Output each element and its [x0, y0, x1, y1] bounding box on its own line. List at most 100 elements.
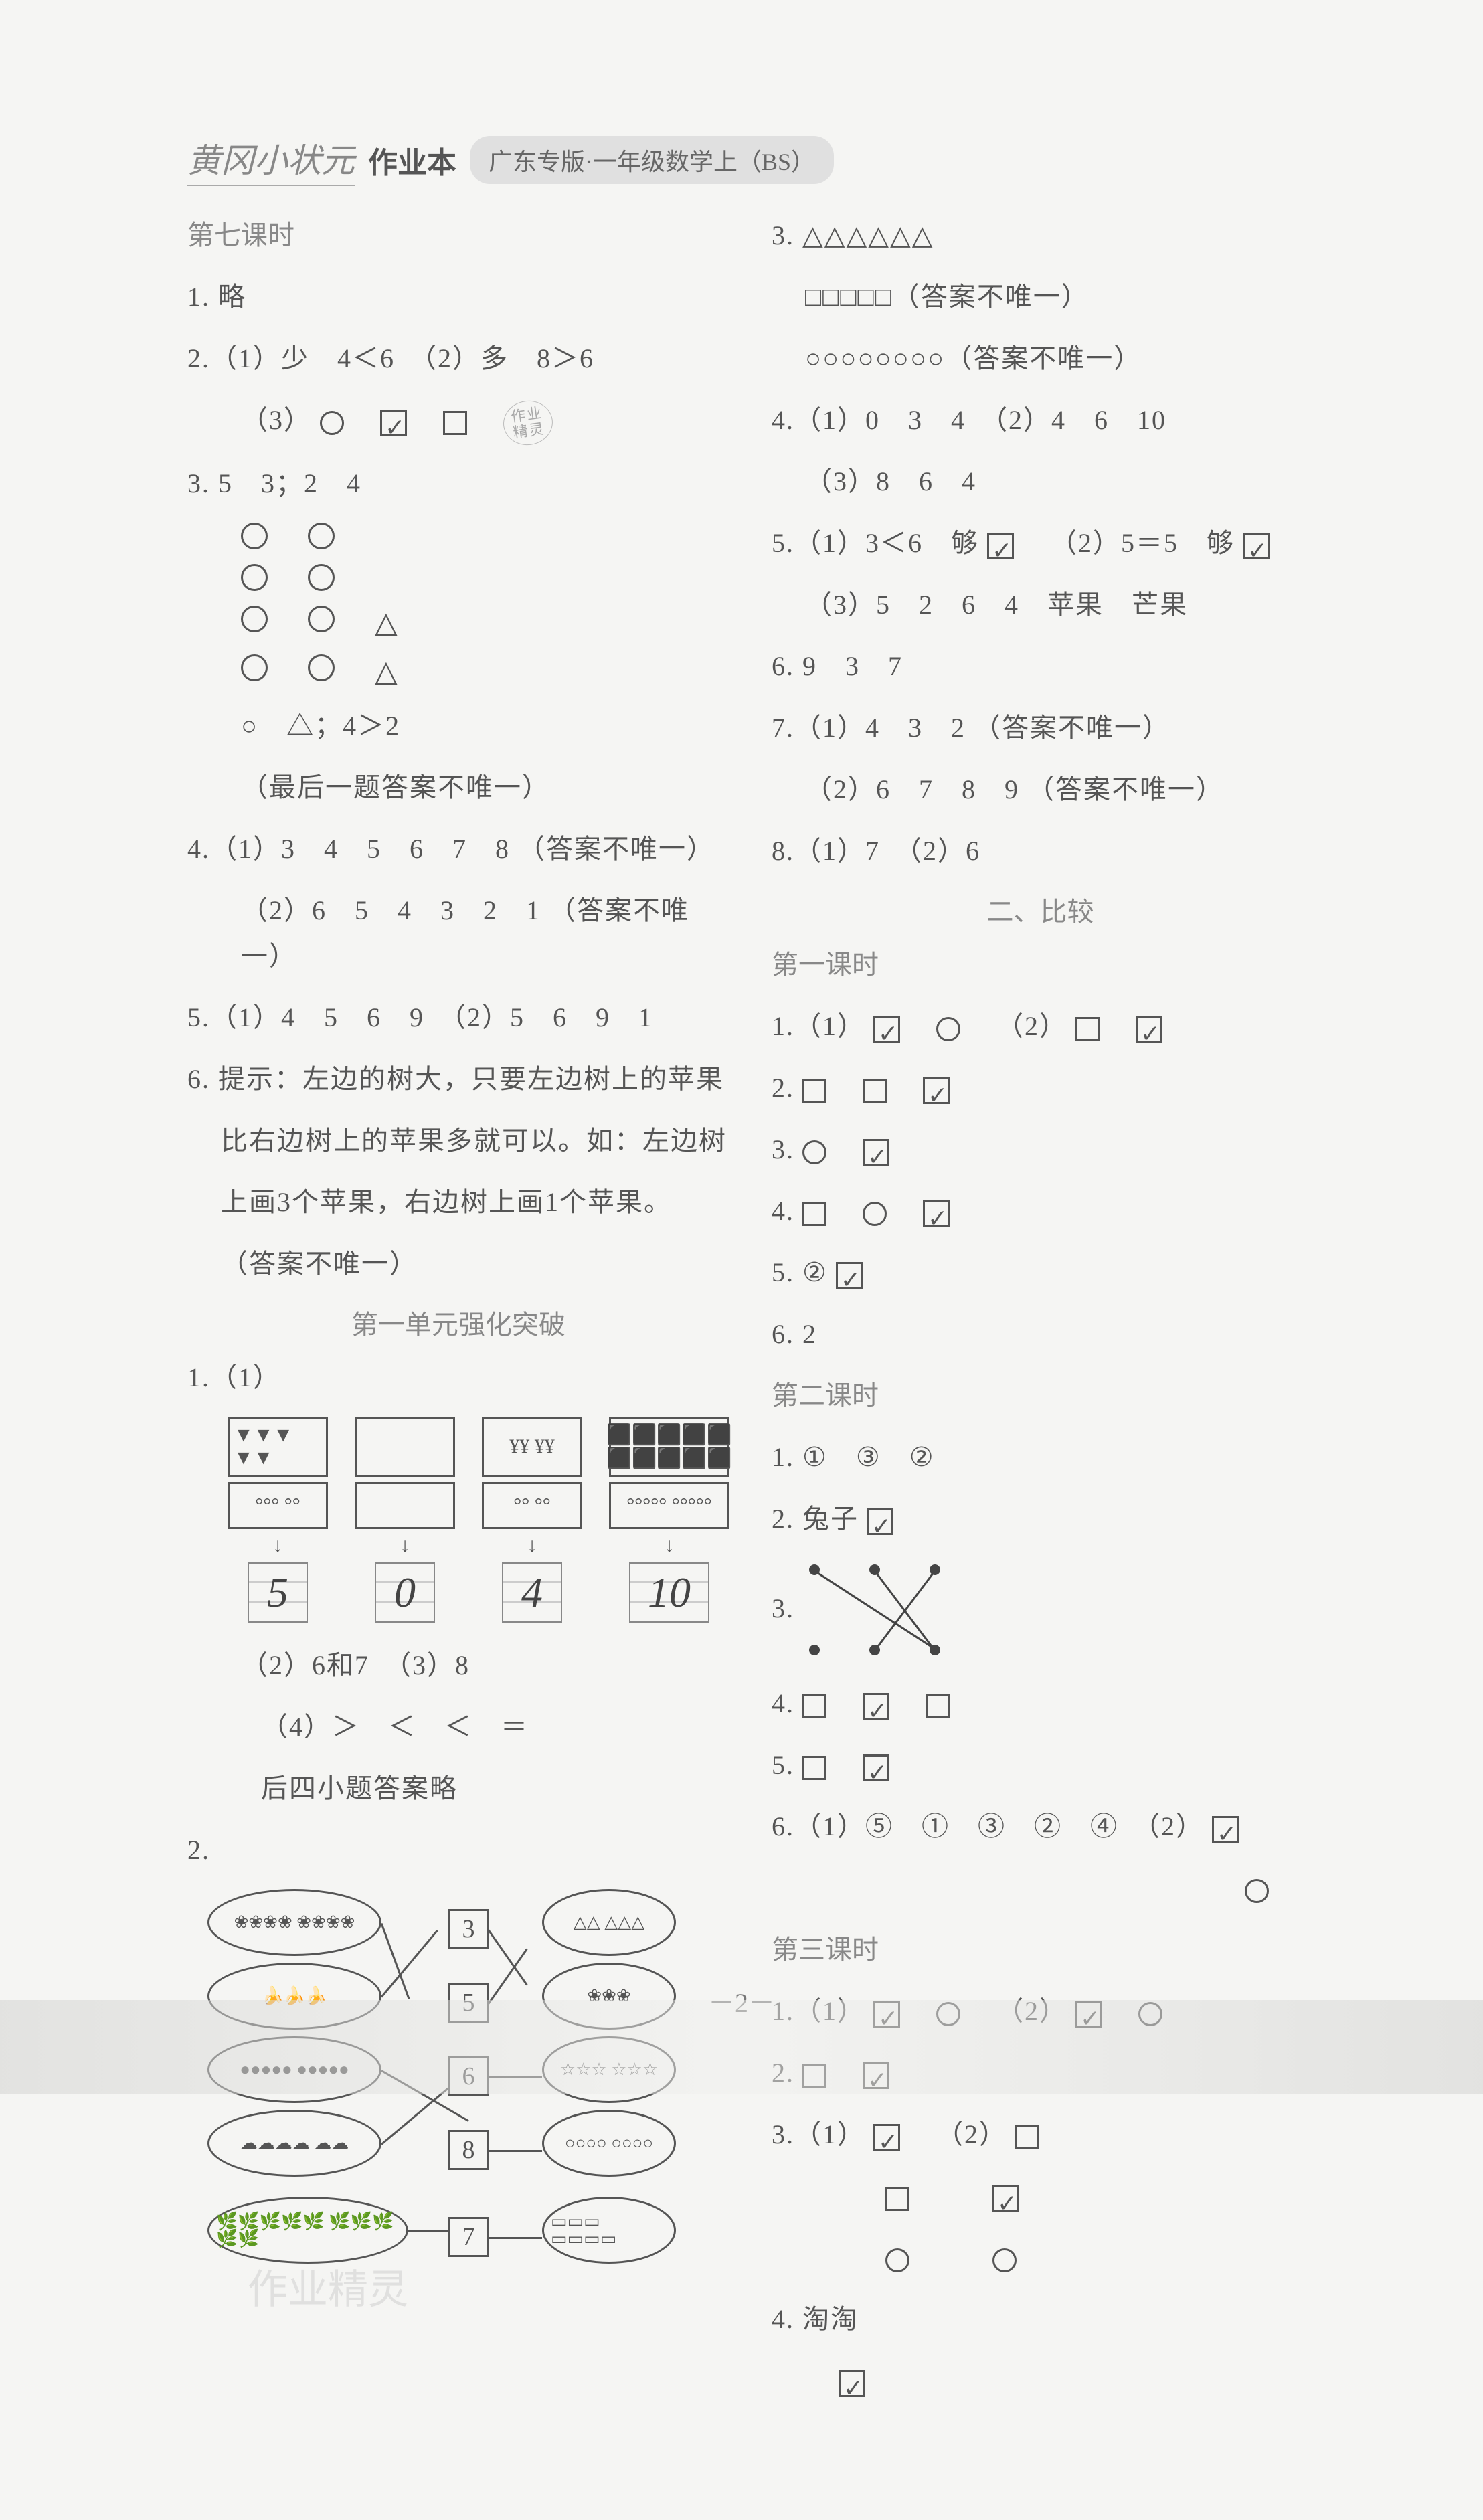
check-box-icon: [1243, 533, 1270, 559]
watermark: 作业精灵: [248, 2257, 408, 2315]
matching-diagram: ❀❀❀❀ ❀❀❀❀ 🍌🍌🍌 ●●●●● ●●●●● ☁☁☁☁ ☁☁ 🌿🌿🌿🌿🌿 …: [207, 1889, 729, 2304]
circle-icon: [992, 2248, 1017, 2272]
r-q5-1b: （2）5＝5 够: [1050, 528, 1235, 558]
l1-q4-label: 4.: [772, 1196, 794, 1226]
diag-icons-row: ▼▼▼ ▼▼ ¥¥ ¥¥ ⬛⬛⬛⬛⬛ ⬛⬛⬛⬛⬛: [228, 1417, 729, 1477]
square-icon: [802, 1202, 826, 1226]
check-box-icon: [987, 533, 1014, 559]
footer-decoration: [0, 2000, 1483, 2094]
check-box-icon: [873, 1016, 900, 1043]
oval-left: ❀❀❀❀ ❀❀❀❀: [207, 1889, 381, 1956]
circle-icon: [863, 1202, 887, 1226]
q3-head: 3. 5 3；2 4: [187, 461, 729, 507]
check-box-icon: [836, 1262, 863, 1289]
oval-left: 🌿🌿🌿🌿🌿 🌿🌿🌿🌿🌿: [207, 2197, 408, 2264]
icon-box: [355, 1417, 455, 1477]
check-box-icon: [380, 410, 407, 436]
lesson3-title: 第三课时: [772, 1927, 1309, 1973]
circle-icon: [241, 654, 268, 681]
q6-1: 6. 提示：左边的树大，只要左边树上的苹果: [187, 1057, 729, 1102]
match-line: [381, 1923, 410, 1999]
unit1-title: 第一单元强化突破: [187, 1303, 729, 1342]
dots-box: °° °°: [482, 1482, 582, 1529]
q5: 5.（1）4 5 6 9 （2）5 6 9 1: [187, 995, 729, 1041]
oval-right: △△ △△△: [542, 1889, 676, 1956]
q3-tail: ○ △；4＞2: [241, 703, 729, 749]
book-title: 作业本: [368, 139, 456, 181]
l1-q3-label: 3.: [772, 1134, 794, 1164]
circle-icon: [936, 1017, 960, 1041]
q2-3-label: （3）: [241, 405, 312, 435]
match-line: [489, 2237, 542, 2239]
brand-logo: 黄冈小状元: [187, 134, 355, 186]
check-box-icon: [863, 1139, 889, 1166]
l1-q1a: 1.（1）: [772, 1011, 865, 1041]
l1-q6: 6. 2: [772, 1312, 1309, 1357]
match-num: 3: [448, 1909, 489, 1949]
l2-q4-label: 4.: [772, 1688, 794, 1718]
l2-q3-label: 3.: [772, 1593, 794, 1623]
q1b-diagram: ▼▼▼ ▼▼ ¥¥ ¥¥ ⬛⬛⬛⬛⬛ ⬛⬛⬛⬛⬛ °°° °° °° °° °°…: [228, 1417, 729, 1623]
book-subtitle: 广东专版·一年级数学上（BS）: [470, 136, 834, 184]
q4-1: 4.（1）3 4 5 6 7 8 （答案不唯一）: [187, 826, 729, 872]
icon-box: ¥¥ ¥¥: [482, 1417, 582, 1477]
diag-dots-row: °°° °° °° °° °°°°° °°°°°: [228, 1482, 729, 1529]
lesson7-title: 第七课时: [187, 213, 729, 258]
match-line: [408, 2230, 448, 2232]
r-q5-1: 5.（1）3＜6 够 （2）5＝5 够: [772, 521, 1309, 566]
l3-q4: 4. 淘淘: [772, 2297, 1309, 2342]
diag-nums-row: 5 0 4 10: [228, 1562, 729, 1623]
dots-box: [355, 1482, 455, 1529]
number-box: 0: [375, 1562, 435, 1623]
circle-icon: [885, 2248, 909, 2272]
dot-icon: [809, 1645, 820, 1655]
l2-q6a: 6.（1）⑤ ① ③ ② ④ （2）: [772, 1811, 1204, 1841]
match-num: 8: [448, 2130, 489, 2170]
square-icon: [802, 1694, 826, 1718]
q2-part3: （3） 作业精灵: [241, 397, 729, 445]
q2-part1: 2.（1）少 4＜6 （2）多 8＞6: [187, 336, 729, 381]
l2-q6: 6.（1）⑤ ① ③ ② ④ （2）: [772, 1804, 1309, 1850]
check-box-icon: [873, 2124, 900, 2151]
q1b-note: 后四小题答案略: [261, 1766, 729, 1811]
dots-box: °°°°° °°°°°: [609, 1482, 729, 1529]
r-q5-1a: 5.（1）3＜6 够: [772, 528, 979, 558]
r-q7-1: 7.（1）4 3 2 （答案不唯一）: [772, 705, 1309, 751]
circle-icon: [241, 606, 268, 632]
l2-q3: 3.: [772, 1558, 1309, 1665]
l1-q2-label: 2.: [772, 1073, 794, 1103]
l2-q4: 4.: [772, 1681, 1309, 1726]
l1-q5: 5. ②: [772, 1250, 1309, 1295]
l1-q1b: （2）: [996, 1011, 1067, 1041]
r-q8: 8.（1）7 （2）6: [772, 828, 1309, 874]
q6-2: 比右边树上的苹果多就可以。如：左边树: [221, 1118, 729, 1164]
r-q4-2: （3）8 6 4: [805, 459, 1309, 505]
number-box: 10: [629, 1562, 709, 1623]
match-num: 7: [448, 2217, 489, 2257]
q2b-label: 2.: [187, 1827, 729, 1873]
oval-right: ▭▭▭ ▭▭▭▭: [542, 2197, 676, 2264]
check-box-icon: [863, 1693, 889, 1720]
r-q3-3: ○○○○○○○○（答案不唯一）: [805, 336, 1309, 381]
circle-icon: [308, 523, 335, 549]
l2-q1: 1. ① ③ ②: [772, 1435, 1309, 1480]
check-box-icon: [839, 2370, 865, 2397]
dots-box: °°° °°: [228, 1482, 328, 1529]
q6-4: （答案不唯一）: [221, 1241, 729, 1287]
cross-matching-diagram: [802, 1558, 950, 1665]
l1-q3: 3.: [772, 1127, 1309, 1172]
r-q6: 6. 9 3 7: [772, 644, 1309, 689]
page-header: 黄冈小状元 作业本 广东专版·一年级数学上（BS）: [187, 134, 1309, 186]
l1-q1: 1.（1） （2）: [772, 1004, 1309, 1049]
r-q3-2: □□□□□（答案不唯一）: [805, 274, 1309, 320]
l3-q3-2-label: （2）: [936, 2119, 1007, 2149]
arrow-down-icon: ↓: [355, 1534, 455, 1557]
r-q4-1: 4.（1）0 3 4 （2）4 6 10: [772, 397, 1309, 443]
lesson2-title: 第二课时: [772, 1373, 1309, 1419]
page-container: 黄冈小状元 作业本 广东专版·一年级数学上（BS） 第七课时 1. 略 2.（1…: [0, 0, 1483, 2520]
check-box-icon: [992, 2185, 1019, 2212]
oval-right: ○○○○ ○○○○: [542, 2110, 676, 2177]
q1: 1. 略: [187, 274, 729, 320]
arrow-down-icon: ↓: [609, 1534, 729, 1557]
q3-row4: △: [241, 654, 729, 689]
